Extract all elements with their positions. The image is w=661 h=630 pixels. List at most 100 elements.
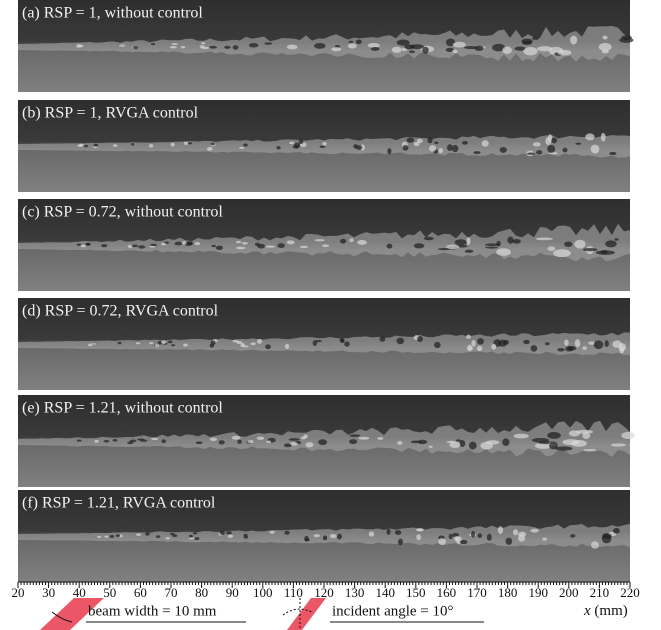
eddy (149, 144, 153, 147)
tick-label: 160 (437, 585, 457, 600)
eddy (518, 535, 525, 542)
eddy (409, 50, 415, 53)
eddy (531, 345, 538, 352)
eddy (188, 142, 192, 144)
eddy (569, 430, 580, 436)
eddy (491, 344, 496, 350)
tick-label: 40 (73, 585, 86, 600)
eddy (77, 244, 82, 246)
eddy (398, 539, 403, 546)
eddy (113, 144, 117, 147)
eddy (453, 42, 466, 48)
eddy (220, 531, 225, 535)
eddy (591, 541, 599, 548)
eddy (417, 336, 423, 342)
eddy (210, 438, 217, 441)
eddy (553, 249, 571, 257)
eddy (237, 440, 241, 444)
eddy (555, 446, 572, 450)
eddy (482, 140, 489, 147)
tick-label: 80 (195, 585, 208, 600)
eddy (545, 342, 550, 345)
eddy (558, 50, 572, 56)
eddy (611, 443, 626, 446)
tick-label: 140 (375, 585, 395, 600)
eddy (305, 539, 310, 541)
eddy (403, 145, 409, 151)
eddy (473, 151, 480, 154)
eddy (236, 247, 246, 250)
eddy (117, 342, 121, 344)
tick-label: 60 (134, 585, 147, 600)
eddy (289, 142, 294, 145)
eddy (187, 241, 193, 245)
eddy (545, 137, 551, 145)
eddy (542, 537, 547, 540)
eddy (145, 532, 149, 535)
eddy (416, 534, 421, 540)
eddy (149, 342, 153, 344)
eddy (97, 536, 101, 538)
eddy (552, 137, 557, 143)
eddy (264, 42, 272, 44)
tick-label: 210 (590, 585, 610, 600)
eddy (594, 340, 604, 349)
eddy (266, 440, 271, 443)
eddy (200, 45, 205, 48)
eddy (514, 434, 529, 439)
eddy (439, 148, 443, 153)
eddy (228, 534, 233, 538)
eddy (189, 537, 195, 539)
eddy (521, 39, 532, 44)
eddy (609, 152, 616, 155)
eddy (349, 41, 354, 43)
eddy (564, 339, 568, 345)
eddy (601, 133, 606, 142)
eddy (532, 438, 549, 443)
tick-label: 170 (467, 585, 487, 600)
eddy (136, 342, 140, 344)
eddy (236, 241, 242, 244)
eddy (602, 35, 607, 39)
eddy (532, 37, 539, 40)
eddy (596, 250, 615, 255)
eddy (276, 146, 280, 149)
panel-label: (a) RSP = 1, without control (22, 5, 203, 22)
eddy (219, 440, 225, 444)
eddy (498, 526, 503, 534)
axis-variable: x (583, 603, 591, 619)
eddy (513, 529, 518, 535)
axis-unit: (mm) (594, 603, 627, 619)
eddy (265, 246, 275, 248)
eddy (452, 145, 458, 152)
eddy (582, 346, 586, 350)
eddy (207, 147, 213, 151)
eddy (392, 47, 402, 53)
eddy (131, 143, 136, 146)
eddy (305, 442, 313, 447)
eddy (226, 531, 232, 535)
figure: (a) RSP = 1, without control(b) RSP = 1,… (0, 0, 661, 630)
eddy (614, 238, 618, 240)
eddy (81, 245, 86, 248)
eddy (101, 244, 107, 247)
eddy (183, 344, 188, 347)
eddy (181, 46, 186, 48)
eddy (564, 242, 572, 247)
tick-label: 50 (103, 585, 116, 600)
eddy (277, 243, 285, 248)
eddy (104, 535, 108, 537)
eddy (447, 441, 456, 443)
eddy (349, 434, 360, 436)
eddy (460, 540, 468, 544)
eddy (104, 440, 110, 443)
eddy (110, 535, 115, 538)
eddy (530, 529, 539, 533)
panel-label: (e) RSP = 1.21, without control (22, 400, 223, 417)
eddy (574, 240, 585, 249)
eddy (349, 238, 353, 242)
eddy (155, 344, 159, 347)
eddy (84, 145, 88, 147)
eddy (512, 239, 520, 244)
eddy (112, 439, 117, 442)
